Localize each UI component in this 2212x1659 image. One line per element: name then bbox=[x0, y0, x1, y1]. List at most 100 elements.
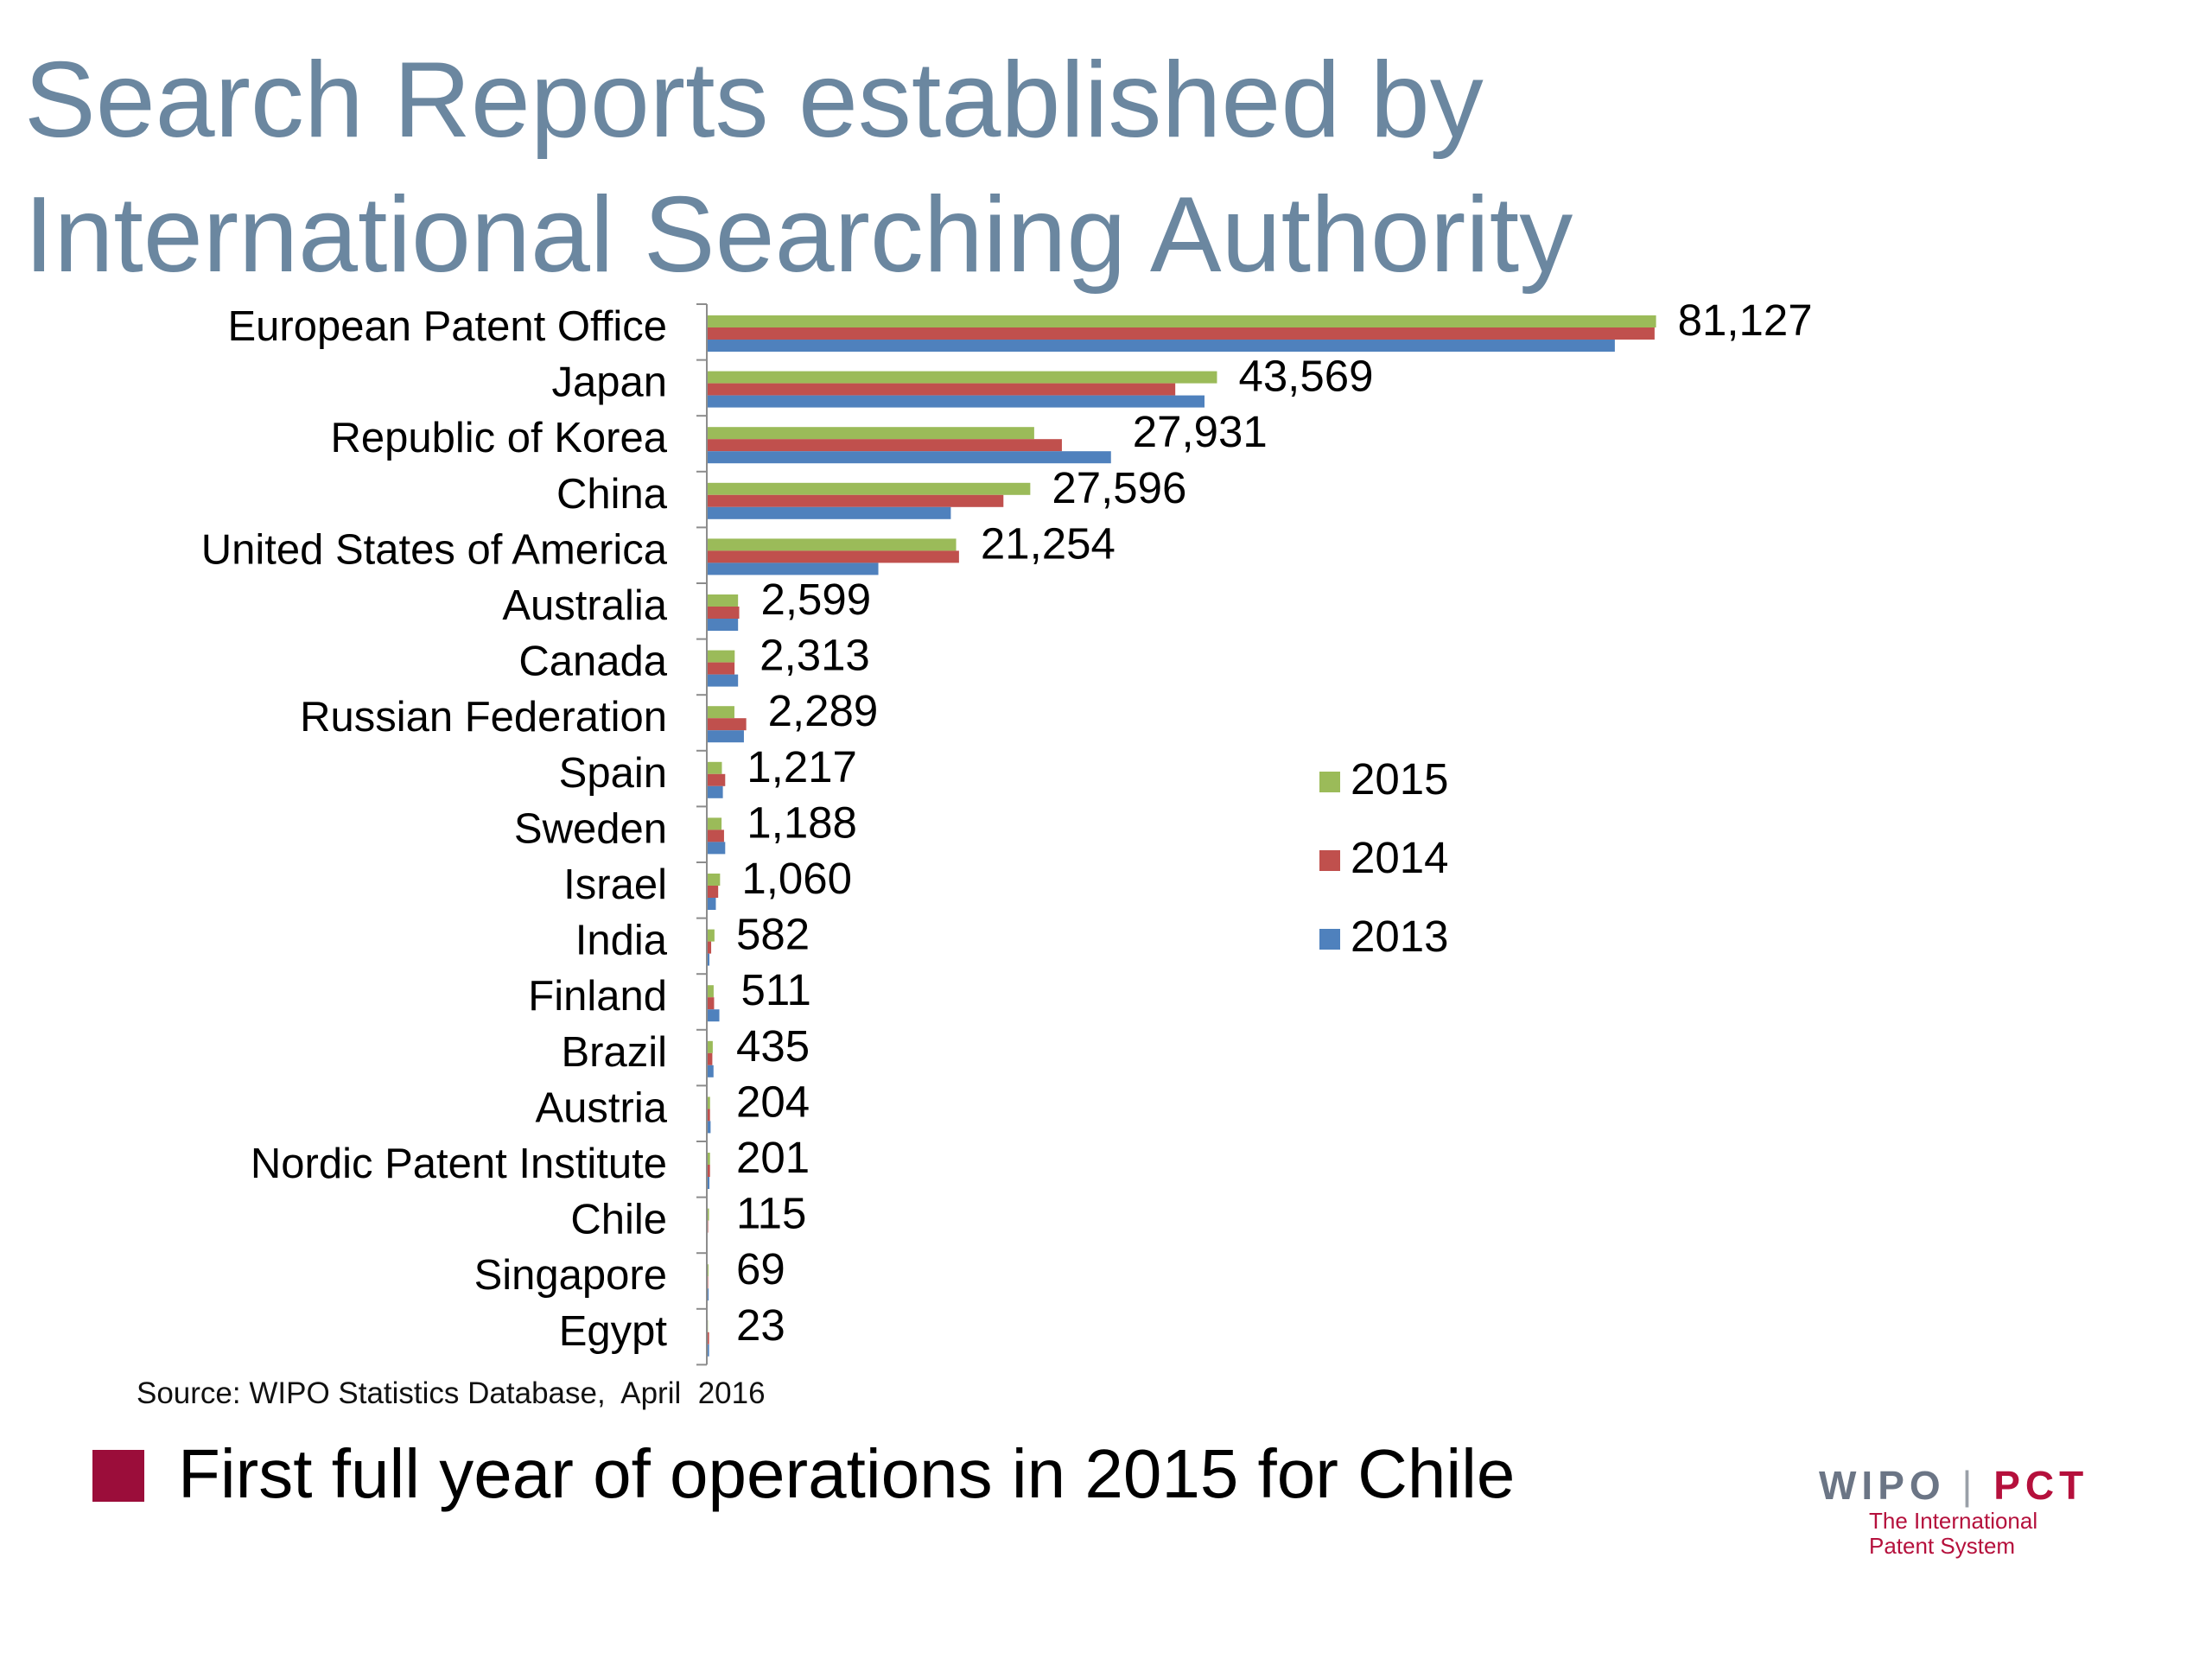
logo-separator: | bbox=[1961, 1463, 1978, 1508]
data-label: 1,217 bbox=[747, 742, 857, 791]
bar-2015 bbox=[708, 315, 1656, 327]
bar-2015 bbox=[708, 985, 714, 998]
bar-2013 bbox=[708, 506, 951, 519]
data-label: 2,289 bbox=[768, 686, 879, 735]
title-line-1: Search Reports established by bbox=[24, 41, 1484, 160]
data-label: 115 bbox=[736, 1189, 806, 1238]
bar-2013 bbox=[708, 1065, 714, 1077]
legend-label-2015: 2015 bbox=[1351, 754, 1448, 804]
bar-2014 bbox=[708, 830, 724, 842]
legend-label-2014: 2014 bbox=[1351, 833, 1448, 882]
bar-2014 bbox=[708, 1109, 710, 1122]
legend-swatch-2015 bbox=[1319, 772, 1340, 792]
data-label: 81,127 bbox=[1678, 296, 1813, 345]
category-label: Singapore bbox=[474, 1252, 667, 1299]
data-label: 2,599 bbox=[761, 575, 872, 624]
bars-layer bbox=[708, 315, 1656, 1357]
bar-2015 bbox=[708, 427, 1034, 440]
category-axis bbox=[696, 303, 708, 1366]
bar-2014 bbox=[708, 1052, 713, 1065]
data-label: 1,060 bbox=[741, 854, 852, 903]
bar-2015 bbox=[708, 1096, 710, 1109]
category-label: Canada bbox=[518, 639, 667, 685]
bar-2013 bbox=[708, 785, 723, 798]
category-label: Spain bbox=[559, 750, 667, 797]
data-label: 69 bbox=[736, 1244, 785, 1294]
bar-2013 bbox=[708, 898, 716, 910]
bar-2015 bbox=[708, 1040, 713, 1053]
bar-2014 bbox=[708, 941, 712, 954]
bar-2013 bbox=[708, 953, 710, 966]
data-label: 43,569 bbox=[1238, 352, 1373, 401]
bar-2015 bbox=[708, 538, 957, 551]
category-label: Finland bbox=[528, 973, 667, 1020]
data-label: 582 bbox=[736, 910, 810, 959]
bar-2014 bbox=[708, 439, 1062, 452]
bar-2015 bbox=[708, 761, 722, 774]
bar-2014 bbox=[708, 662, 735, 675]
bar-2014 bbox=[708, 494, 1004, 507]
logo-wipo: WIPO bbox=[1819, 1463, 1946, 1508]
legend-swatch-2013 bbox=[1319, 929, 1340, 950]
bar-2015 bbox=[708, 1208, 709, 1221]
category-label: Japan bbox=[551, 359, 667, 406]
bar-2014 bbox=[708, 773, 726, 786]
bar-2013 bbox=[708, 340, 1615, 352]
bar-2013 bbox=[708, 1177, 710, 1189]
logo-tagline-1: The International bbox=[1869, 1508, 2038, 1534]
bar-2013 bbox=[708, 730, 744, 743]
bar-2013 bbox=[708, 1121, 711, 1134]
logo-pct: PCT bbox=[1993, 1463, 2089, 1508]
bar-chart: European Patent Office 81,127 Japan 43,569 R… bbox=[201, 296, 1813, 1366]
bar-2014 bbox=[708, 327, 1655, 340]
category-label: Israel bbox=[563, 861, 667, 908]
category-label: Nordic Patent Institute bbox=[251, 1141, 667, 1187]
category-label: United States of America bbox=[201, 526, 668, 573]
bar-2015 bbox=[708, 482, 1031, 495]
data-label: 27,596 bbox=[1052, 463, 1186, 512]
legend: 2015 2014 2013 bbox=[1319, 754, 1448, 961]
note-text: First full year of operations in 2015 fo… bbox=[178, 1435, 1516, 1512]
bar-2013 bbox=[708, 1288, 709, 1301]
category-label: Austria bbox=[535, 1084, 667, 1131]
category-label: Chile bbox=[570, 1197, 667, 1243]
bar-2014 bbox=[708, 383, 1176, 396]
bar-2014 bbox=[708, 1332, 709, 1344]
bar-2015 bbox=[708, 371, 1217, 384]
note-bullet bbox=[92, 1450, 144, 1502]
logo-tagline-2: Patent System bbox=[1869, 1533, 2016, 1559]
bar-2015 bbox=[708, 706, 734, 719]
bar-2014 bbox=[708, 1220, 709, 1233]
data-label: 23 bbox=[736, 1300, 785, 1350]
category-label: Republic of Korea bbox=[330, 415, 667, 461]
source-note: Source: WIPO Statistics Database, April … bbox=[137, 1376, 766, 1410]
category-label: Sweden bbox=[514, 805, 667, 852]
legend-label-2013: 2013 bbox=[1351, 912, 1448, 961]
bar-2013 bbox=[708, 674, 739, 687]
data-label: 201 bbox=[736, 1133, 810, 1182]
data-label: 511 bbox=[741, 965, 811, 1014]
bar-2015 bbox=[708, 929, 715, 942]
wipo-pct-logo: WIPO | PCT The International Patent Syst… bbox=[1819, 1462, 2083, 1559]
category-label: China bbox=[556, 471, 668, 518]
data-label: 21,254 bbox=[981, 518, 1116, 568]
category-label: Brazil bbox=[561, 1029, 667, 1076]
bar-2014 bbox=[708, 718, 747, 731]
bar-2015 bbox=[708, 817, 722, 830]
title-line-2: International Searching Authority bbox=[24, 175, 1573, 295]
bar-2014 bbox=[708, 550, 959, 563]
bar-2013 bbox=[708, 395, 1205, 408]
bar-2015 bbox=[708, 1153, 710, 1165]
bar-2015 bbox=[708, 1264, 709, 1277]
bar-2014 bbox=[708, 997, 715, 1010]
bar-2015 bbox=[708, 594, 739, 607]
data-label: 2,313 bbox=[760, 631, 870, 680]
category-label: Russian Federation bbox=[300, 694, 667, 741]
bar-2014 bbox=[708, 886, 719, 898]
bar-2013 bbox=[708, 842, 726, 855]
bar-2015 bbox=[708, 650, 735, 663]
labels-layer: European Patent Office 81,127 Japan 43,569 R… bbox=[201, 296, 1813, 1355]
bar-2013 bbox=[708, 1344, 709, 1357]
bar-2013 bbox=[708, 1009, 720, 1022]
